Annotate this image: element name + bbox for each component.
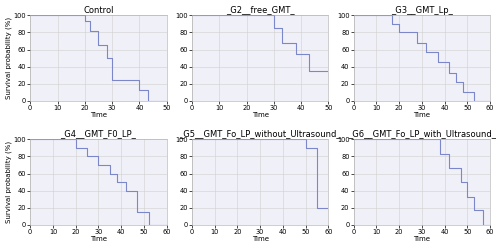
Y-axis label: Survival probability (%): Survival probability (%) xyxy=(6,17,12,99)
Title: _G6__GMT_Fo_LP_with_Ultrasound_: _G6__GMT_Fo_LP_with_Ultrasound_ xyxy=(348,129,496,139)
X-axis label: Time: Time xyxy=(252,112,268,119)
X-axis label: Time: Time xyxy=(90,112,107,119)
X-axis label: Time: Time xyxy=(414,236,430,243)
Title: Control: Control xyxy=(83,5,114,15)
Y-axis label: Survival probability (%): Survival probability (%) xyxy=(6,141,12,223)
Title: _G3__GMT_Lp_: _G3__GMT_Lp_ xyxy=(391,5,453,15)
X-axis label: Time: Time xyxy=(90,236,107,243)
Title: _G5__GMT_Fo_LP_without_Ultrasound_: _G5__GMT_Fo_LP_without_Ultrasound_ xyxy=(180,129,341,139)
X-axis label: Time: Time xyxy=(414,112,430,119)
Title: _G4__GMT_F0_LP_: _G4__GMT_F0_LP_ xyxy=(60,129,136,139)
Title: _G2__free_GMT_: _G2__free_GMT_ xyxy=(226,5,294,15)
X-axis label: Time: Time xyxy=(252,236,268,243)
